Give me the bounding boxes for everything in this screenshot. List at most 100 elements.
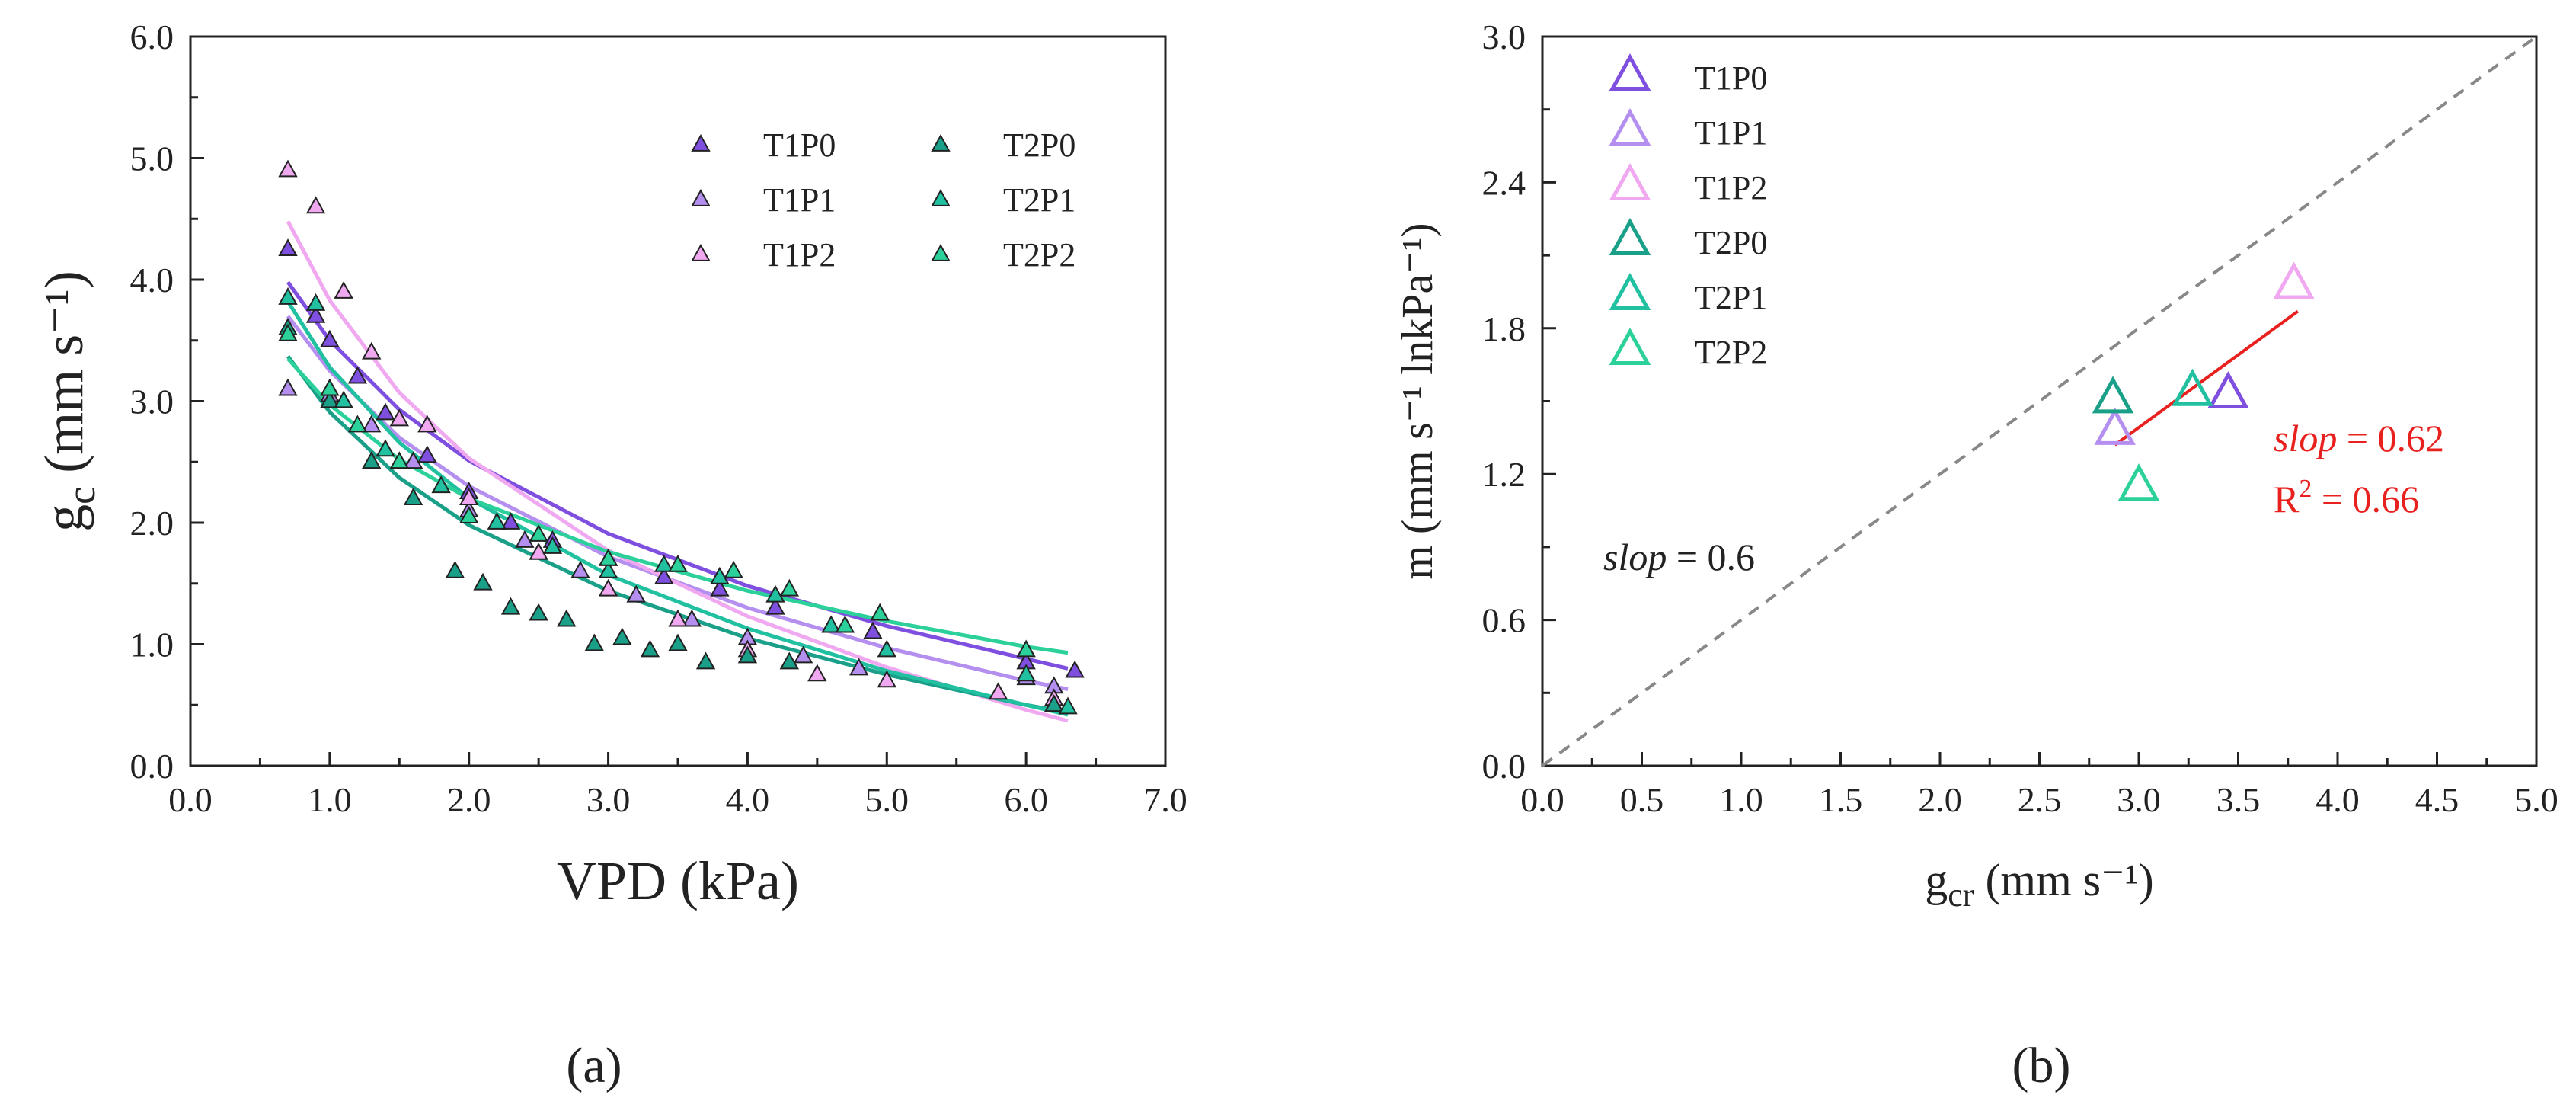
data-point-t2p1 <box>278 287 298 305</box>
data-point-t1p2 <box>598 578 618 597</box>
x-tick-label-b: 0.5 <box>1620 780 1664 819</box>
data-point-t1p0 <box>2207 370 2249 408</box>
legend-marker-t2p2 <box>931 244 951 261</box>
data-point-t2p0 <box>668 633 688 651</box>
data-point-t2p0 <box>640 639 660 658</box>
data-point-t2p1 <box>431 475 451 494</box>
x-axis-title: VPD (kPa) <box>557 850 799 911</box>
data-point-t1p2 <box>278 159 298 178</box>
y-tick-label-b: 0.0 <box>1482 747 1526 786</box>
y-tick-label: 2.0 <box>130 504 174 543</box>
data-point-t1p2 <box>459 488 479 506</box>
data-point-t2p0 <box>695 651 716 670</box>
legend-label-t1p2: T1P2 <box>763 236 836 274</box>
legend-marker-t2p0 <box>931 134 951 152</box>
data-point-t2p1 <box>654 554 674 572</box>
data-point-t1p0 <box>347 366 368 384</box>
legend-marker-b-t2p1 <box>1609 273 1651 311</box>
panel-a: 0.0 1.0 2.0 3.0 4.0 5.0 6.0 7.0 0.0 1.0 2.0 3.0 4.0 5… <box>34 18 1187 1093</box>
data-point-t1p1 <box>2094 407 2136 445</box>
legend-label-t1p0: T1P0 <box>763 126 836 164</box>
x-axis-title-b: gcr (mm s⁻¹) <box>1925 855 2154 914</box>
data-point-t2p2 <box>389 451 409 469</box>
fit-curve-t2p0 <box>286 354 1069 715</box>
x-tick-label: 2.0 <box>447 780 491 819</box>
data-point-t2p2 <box>1016 639 1036 658</box>
x-tick-label-b: 3.5 <box>2216 780 2261 819</box>
data-point-t1p1 <box>278 378 298 396</box>
x-tick-label-b: 1.0 <box>1719 780 1763 819</box>
data-point-t1p0 <box>863 621 883 639</box>
legend-label-b-t2p2: T2P2 <box>1695 334 1767 371</box>
data-point-t2p0 <box>584 633 604 651</box>
data-point-t1p0 <box>376 402 395 421</box>
data-point-t1p0 <box>765 597 785 615</box>
y-tick-label-b: 0.6 <box>1482 601 1526 640</box>
data-point-t2p1 <box>877 639 896 658</box>
fit-r2-sup: 2 <box>2299 475 2312 503</box>
data-point-t2p2 <box>724 560 743 578</box>
x-tick-label: 0.0 <box>168 780 213 819</box>
fit-r2-value: = 0.66 <box>2312 478 2419 520</box>
data-point-t2p0 <box>2092 376 2134 414</box>
y-axis-title-base: g <box>34 504 94 532</box>
x-tick-label-b: 0.0 <box>1520 780 1564 819</box>
data-point-t2p1 <box>542 536 563 554</box>
data-point-t1p2 <box>389 408 409 427</box>
legend-label-t2p1: T2P1 <box>1003 181 1075 219</box>
data-point-t1p0 <box>654 566 674 584</box>
legend-label-t1p1: T1P1 <box>763 181 836 219</box>
data-point-t1p0 <box>1065 660 1085 678</box>
reference-line <box>1541 35 2538 767</box>
y-tick-label-b: 2.4 <box>1482 163 1526 202</box>
legend-label-b-t1p1: T1P1 <box>1695 114 1767 152</box>
legend-marker-b-t1p2 <box>1609 163 1651 201</box>
data-point-t2p1 <box>334 390 353 408</box>
y-tick-label-b: 1.8 <box>1482 309 1526 348</box>
reference-line-label-value: = 0.6 <box>1667 536 1755 578</box>
data-point-t2p1 <box>765 584 785 603</box>
data-point-t1p0 <box>500 512 521 530</box>
x-tick-label: 4.0 <box>726 780 770 819</box>
data-point-t2p0 <box>445 560 465 578</box>
fit-curve-t1p0 <box>286 280 1069 671</box>
data-point-t2p1 <box>1016 664 1036 682</box>
y-tick-label-b: 3.0 <box>1482 18 1526 56</box>
data-point-t1p2 <box>988 682 1008 700</box>
x-tick-label: 3.0 <box>586 780 631 819</box>
data-point-t1p0 <box>710 578 730 597</box>
legend-label-b-t1p0: T1P0 <box>1695 59 1767 97</box>
fit-slope-label-value: = 0.62 <box>2337 417 2444 459</box>
reference-line-label: slop = 0.6 <box>1603 536 1755 578</box>
data-point-t2p2 <box>278 323 298 341</box>
y-axis-title-sub: c <box>60 487 104 504</box>
data-point-t1p2 <box>305 196 326 214</box>
data-point-t2p2 <box>320 378 340 396</box>
x-tick-label-b: 4.5 <box>2415 780 2459 819</box>
data-point-t1p2 <box>877 670 896 688</box>
data-point-t2p1 <box>376 439 395 457</box>
data-point-t2p1 <box>598 560 618 578</box>
data-point-t1p0 <box>278 238 298 257</box>
data-point-t2p0 <box>500 597 521 615</box>
legend-label-t2p2: T2P2 <box>1003 236 1075 274</box>
y-axis-title-unit: (mm s⁻¹) <box>34 270 94 473</box>
data-point-t1p2 <box>417 415 437 433</box>
legend-marker-t1p0 <box>691 134 711 152</box>
legend-marker-t2p1 <box>931 189 951 206</box>
x-tick-label-b: 3.0 <box>2117 780 2161 819</box>
data-point-t2p2 <box>347 415 368 433</box>
data-point-t1p1 <box>515 530 535 548</box>
data-point-t2p0 <box>557 609 577 627</box>
fit-slope-label: slop = 0.62 <box>2274 417 2444 459</box>
fit-line <box>2114 309 2299 447</box>
fit-slope-label-italic: slop <box>2274 417 2337 459</box>
data-point-t2p0 <box>612 627 632 645</box>
legend-marker-b-t2p0 <box>1609 218 1651 256</box>
data-point-t2p2 <box>668 554 688 572</box>
x-tick-label-b: 1.5 <box>1819 780 1863 819</box>
data-point-t1p0 <box>320 329 340 347</box>
data-point-t1p1 <box>682 609 702 627</box>
y-axis-title-b: m (mm s⁻¹ lnkPa⁻¹) <box>1392 222 1442 579</box>
